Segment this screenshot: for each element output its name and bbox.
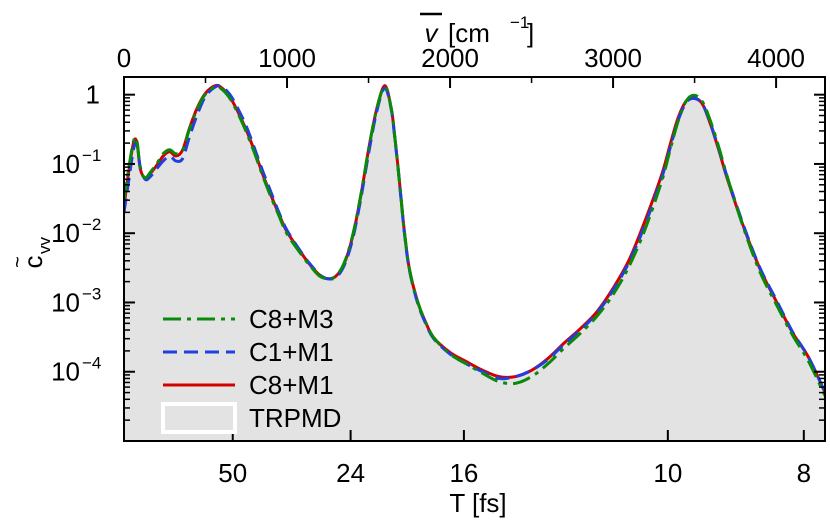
y-tick-label-exponent: −1 — [82, 146, 101, 165]
bottom-tick-label: 24 — [336, 458, 365, 488]
legend-swatch-trpmd — [161, 402, 237, 434]
y-tick-label: 1 — [86, 80, 100, 110]
top-axis-label-close: ] — [527, 18, 534, 48]
bottom-tick-label: 50 — [218, 458, 247, 488]
legend-item-c1-m1: C1+M1 — [163, 337, 334, 367]
y-tick-label: 10 −4 — [51, 354, 101, 387]
legend-label-c1-m1: C1+M1 — [249, 337, 334, 367]
bottom-axis-label: T [fs] — [449, 488, 506, 518]
top-axis-label-symbol: v — [425, 18, 440, 48]
series-fill-trpmd — [124, 86, 825, 441]
legend-item-c8-m3: C8+M3 — [163, 304, 334, 334]
top-axis-label: v [cm −1 ] — [420, 12, 534, 48]
top-tick-label: 1000 — [258, 43, 316, 73]
bottom-tick-label: 16 — [449, 458, 478, 488]
top-axis-label-unit: [cm — [448, 18, 490, 48]
y-axis-label-tilde: ~ — [7, 256, 29, 268]
y-tick-label-base: 10 — [51, 287, 80, 317]
y-tick-label-base: 10 — [51, 218, 80, 248]
legend-item-trpmd: TRPMD — [161, 402, 341, 434]
trpmd-fill-layer — [124, 86, 825, 441]
y-tick-label: 10 −1 — [51, 146, 101, 179]
y-tick-label-base: 10 — [51, 357, 80, 387]
y-tick-label: 10 −3 — [51, 284, 101, 317]
y-tick-label-exponent: −3 — [82, 284, 101, 303]
legend-label-c8-m3: C8+M3 — [249, 304, 334, 334]
curve-layer — [124, 83, 825, 397]
top-tick-label: 4000 — [747, 43, 805, 73]
top-axis-label-exponent: −1 — [510, 13, 529, 32]
series-line-c8-m3 — [124, 85, 825, 397]
bottom-tick-label: 10 — [653, 458, 682, 488]
plot-border — [123, 76, 826, 442]
legend-label-trpmd: TRPMD — [249, 403, 341, 433]
y-tick-label-exponent: −4 — [82, 354, 101, 373]
legend-item-c8-m1: C8+M1 — [163, 370, 334, 400]
bottom-tick-label: 8 — [797, 458, 811, 488]
plot-frame — [123, 76, 826, 442]
y-tick-label-base: 1 — [86, 80, 100, 110]
bottom-axis-label-text: T [fs] — [449, 488, 506, 518]
y-tick-label-base: 10 — [51, 149, 80, 179]
top-tick-label: 2000 — [421, 43, 479, 73]
y-tick-label: 10 −2 — [51, 215, 101, 248]
y-axis-label-subscript: vv — [35, 237, 54, 255]
legend-label-c8-m1: C8+M1 — [249, 370, 334, 400]
y-tick-label-exponent: −2 — [82, 215, 101, 234]
y-axis-label-main: c — [18, 256, 48, 269]
top-tick-label: 3000 — [584, 43, 642, 73]
top-tick-label: 0 — [117, 43, 131, 73]
y-axis-label: c ~ vv — [7, 237, 54, 269]
